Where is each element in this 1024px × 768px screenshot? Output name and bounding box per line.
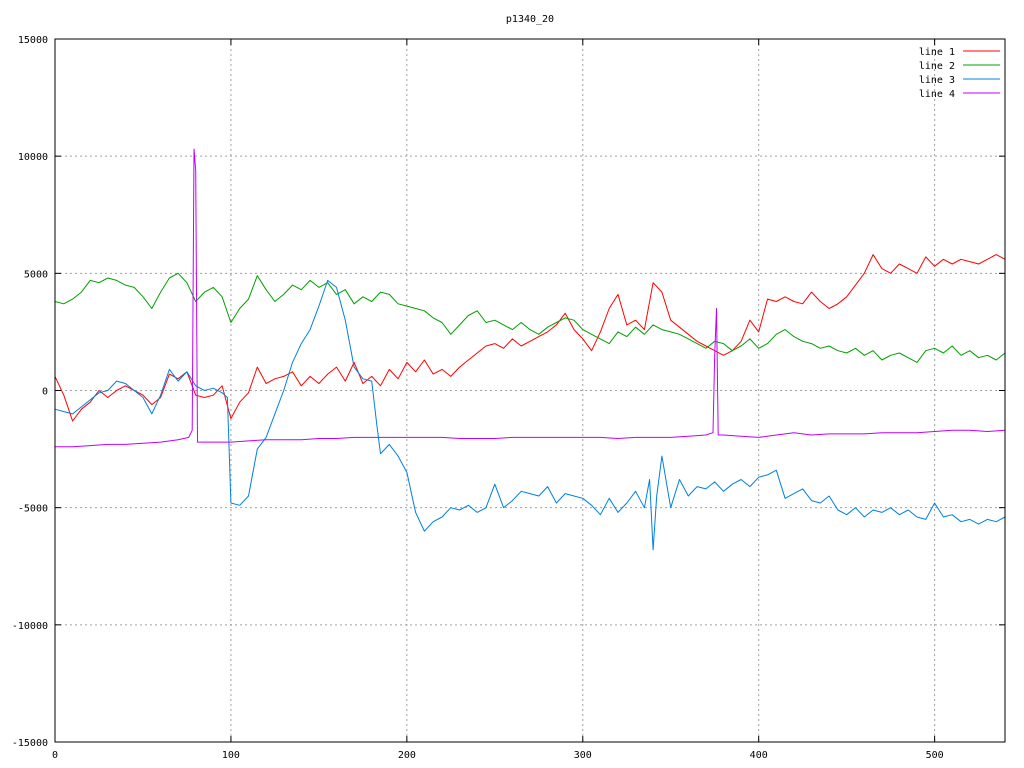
legend: line 1 line 2 line 3 line 4 (919, 47, 1000, 100)
legend-label: line 1 (919, 47, 955, 58)
x-tick-label: 100 (222, 750, 240, 761)
series-line-3 (54, 279, 1006, 551)
series-line-1 (54, 254, 1006, 422)
y-tick-label: -5000 (18, 504, 48, 515)
x-tick-label: 0 (52, 750, 58, 761)
series-layer (54, 148, 1006, 551)
ticks (54, 38, 1005, 743)
y-tick-label: 15000 (18, 35, 48, 46)
legend-label: line 3 (919, 75, 955, 86)
x-tick-label: 200 (398, 750, 416, 761)
series-line-2 (54, 272, 1006, 363)
y-tick-label: 10000 (18, 152, 48, 163)
y-tick-label: -10000 (12, 621, 48, 632)
series-line-4 (55, 148, 1006, 448)
x-tick-label: 300 (574, 750, 592, 761)
x-tick-label: 500 (926, 750, 944, 761)
y-tick-label: 0 (42, 387, 48, 398)
y-tick-label: 5000 (24, 269, 48, 280)
grid (55, 39, 1005, 742)
y-tick-labels: -15000 -10000 -5000 0 5000 10000 15000 (12, 35, 48, 749)
legend-label: line 4 (919, 89, 955, 100)
x-tick-label: 400 (750, 750, 768, 761)
legend-label: line 2 (919, 61, 955, 72)
chart-title: p1340_20 (506, 14, 554, 25)
x-tick-labels: 0 100 200 300 400 500 (52, 750, 944, 761)
y-tick-label: -15000 (12, 738, 48, 749)
